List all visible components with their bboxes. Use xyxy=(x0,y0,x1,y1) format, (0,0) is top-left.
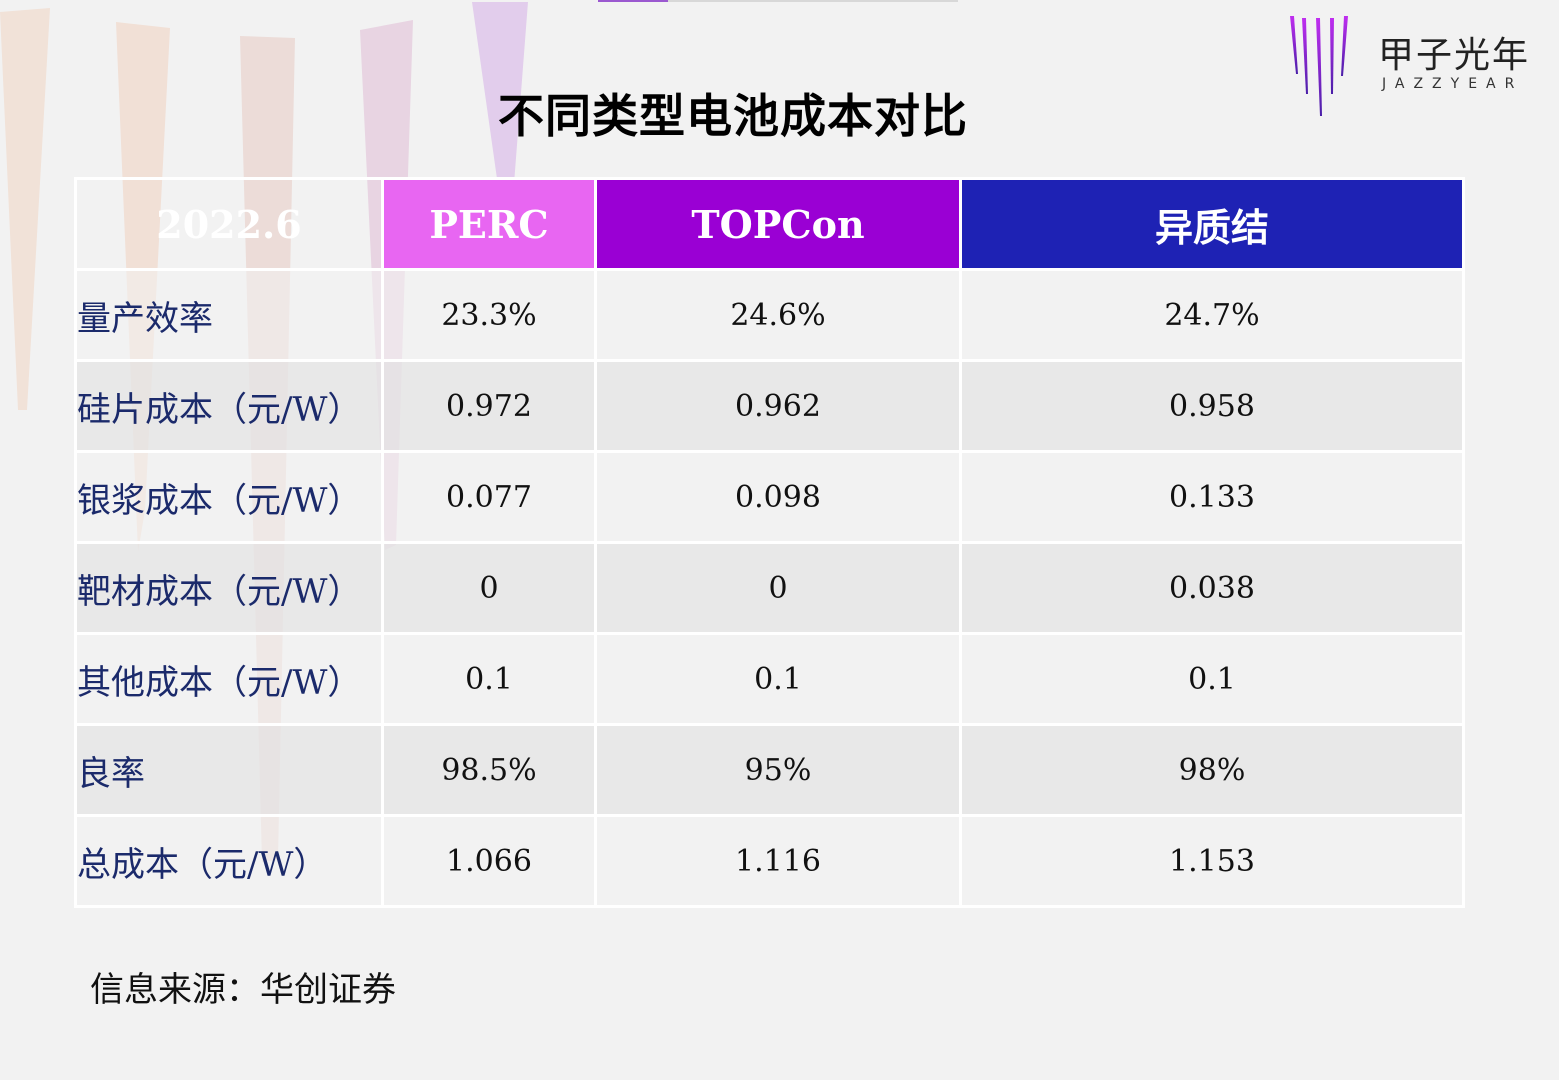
cell-value: 0.038 xyxy=(959,541,1465,635)
cell-value: 1.066 xyxy=(381,814,597,908)
row-label: 硅片成本（元/W） xyxy=(74,359,384,453)
logo-chinese-text: 甲子光年 xyxy=(1378,35,1531,76)
date-header: 2022.6 xyxy=(74,177,384,271)
cell-value: 23.3% xyxy=(381,268,597,362)
cell-value: 0.133 xyxy=(959,450,1465,544)
row-label: 银浆成本（元/W） xyxy=(74,450,384,544)
cell-value: 0.098 xyxy=(594,450,962,544)
logo-mark-icon xyxy=(1290,16,1348,116)
brand-logo: 甲子光年 JAZZYEAR xyxy=(1286,14,1546,119)
cell-value: 24.6% xyxy=(594,268,962,362)
table-row: 硅片成本（元/W） 0.972 0.962 0.958 xyxy=(74,359,1465,453)
cell-value: 98% xyxy=(959,723,1465,817)
row-label: 其他成本（元/W） xyxy=(74,632,384,726)
row-label: 靶材成本（元/W） xyxy=(74,541,384,635)
table-header-row: 2022.6 PERC TOPCon 异质结 xyxy=(74,177,1465,271)
table-row: 银浆成本（元/W） 0.077 0.098 0.133 xyxy=(74,450,1465,544)
column-header-perc: PERC xyxy=(381,177,597,271)
cell-value: 0 xyxy=(594,541,962,635)
cost-comparison-table: 2022.6 PERC TOPCon 异质结 量产效率 23.3% 24.6% … xyxy=(74,177,1465,908)
row-label: 总成本（元/W） xyxy=(74,814,384,908)
cell-value: 0.972 xyxy=(381,359,597,453)
table-row: 靶材成本（元/W） 0 0 0.038 xyxy=(74,541,1465,635)
cell-value: 0.962 xyxy=(594,359,962,453)
table-row: 良率 98.5% 95% 98% xyxy=(74,723,1465,817)
cell-value: 24.7% xyxy=(959,268,1465,362)
cell-value: 0.1 xyxy=(959,632,1465,726)
cell-value: 98.5% xyxy=(381,723,597,817)
cell-value: 0 xyxy=(381,541,597,635)
cell-value: 0.077 xyxy=(381,450,597,544)
cell-value: 0.1 xyxy=(381,632,597,726)
column-header-topcon: TOPCon xyxy=(594,177,962,271)
cell-value: 0.1 xyxy=(594,632,962,726)
row-label: 量产效率 xyxy=(74,268,384,362)
table-row: 量产效率 23.3% 24.6% 24.7% xyxy=(74,268,1465,362)
page-title: 不同类型电池成本对比 xyxy=(498,89,968,143)
row-label: 良率 xyxy=(74,723,384,817)
logo-english-text: JAZZYEAR xyxy=(1382,76,1524,92)
cell-value: 1.116 xyxy=(594,814,962,908)
column-header-heterojunction: 异质结 xyxy=(959,177,1465,271)
cell-value: 1.153 xyxy=(959,814,1465,908)
table-row: 其他成本（元/W） 0.1 0.1 0.1 xyxy=(74,632,1465,726)
cell-value: 0.958 xyxy=(959,359,1465,453)
table-row: 总成本（元/W） 1.066 1.116 1.153 xyxy=(74,814,1465,908)
source-note: 信息来源：华创证券 xyxy=(90,970,396,1010)
cell-value: 95% xyxy=(594,723,962,817)
